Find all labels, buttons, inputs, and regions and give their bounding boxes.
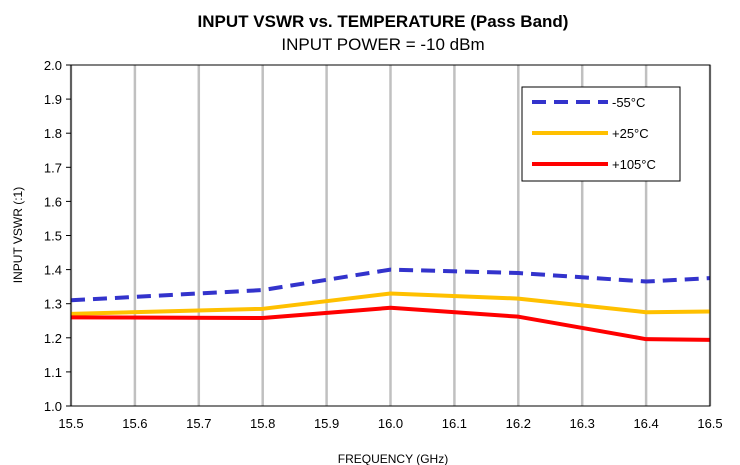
x-tick-label: 15.8 — [250, 416, 275, 431]
x-tick-label: 16.3 — [570, 416, 595, 431]
series-line-1 — [70, 267, 711, 303]
chart-title: INPUT VSWR vs. TEMPERATURE (Pass Band) — [198, 12, 569, 31]
y-tick-label: 1.1 — [44, 365, 62, 380]
y-axis-label: INPUT VSWR (:1) — [11, 187, 25, 283]
legend-label-3: +105°C — [612, 157, 656, 172]
x-tick-label: 16.2 — [506, 416, 531, 431]
x-tick-label: 15.9 — [314, 416, 339, 431]
x-tick-label: 16.1 — [442, 416, 467, 431]
x-axis-label: FREQUENCY (GHz) — [338, 452, 448, 465]
x-tick-label: 15.7 — [186, 416, 211, 431]
series-lines — [70, 267, 711, 342]
x-tick-label: 16.0 — [378, 416, 403, 431]
y-tick-labels: 1.0 1.1 1.2 1.3 1.4 1.5 1.6 1.7 1.8 1.9 2.0 — [44, 58, 71, 414]
y-tick-label: 1.7 — [44, 160, 62, 175]
y-tick-label: 1.8 — [44, 126, 62, 141]
y-tick-label: 1.3 — [44, 297, 62, 312]
y-tick-label: 1.0 — [44, 399, 62, 414]
x-tick-label: 15.6 — [122, 416, 147, 431]
y-tick-label: 1.4 — [44, 263, 62, 278]
legend: -55°C +25°C +105°C — [521, 86, 681, 182]
x-tick-labels: 15.5 15.6 15.7 15.8 15.9 16.0 16.1 16.2 16.3 16.4… — [58, 416, 722, 431]
y-tick-label: 1.5 — [44, 229, 62, 244]
series-line-3 — [70, 305, 711, 342]
chart-subtitle: INPUT POWER = -10 dBm — [281, 35, 484, 54]
y-tick-label: 1.6 — [44, 194, 62, 209]
legend-label-1: -55°C — [612, 95, 645, 110]
x-tick-label: 15.5 — [58, 416, 83, 431]
series-line-2 — [70, 291, 711, 316]
x-tick-label: 16.5 — [697, 416, 722, 431]
legend-label-2: +25°C — [612, 126, 649, 141]
y-tick-label: 1.9 — [44, 92, 62, 107]
y-tick-label: 1.2 — [44, 331, 62, 346]
y-tick-label: 2.0 — [44, 58, 62, 73]
x-tick-label: 16.4 — [633, 416, 658, 431]
